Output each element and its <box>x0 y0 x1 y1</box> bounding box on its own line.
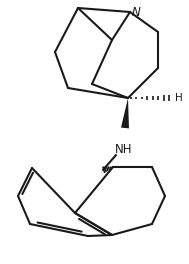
Text: NH: NH <box>115 143 133 156</box>
Polygon shape <box>121 98 129 128</box>
Text: N: N <box>132 7 141 20</box>
Text: H: H <box>175 93 183 103</box>
